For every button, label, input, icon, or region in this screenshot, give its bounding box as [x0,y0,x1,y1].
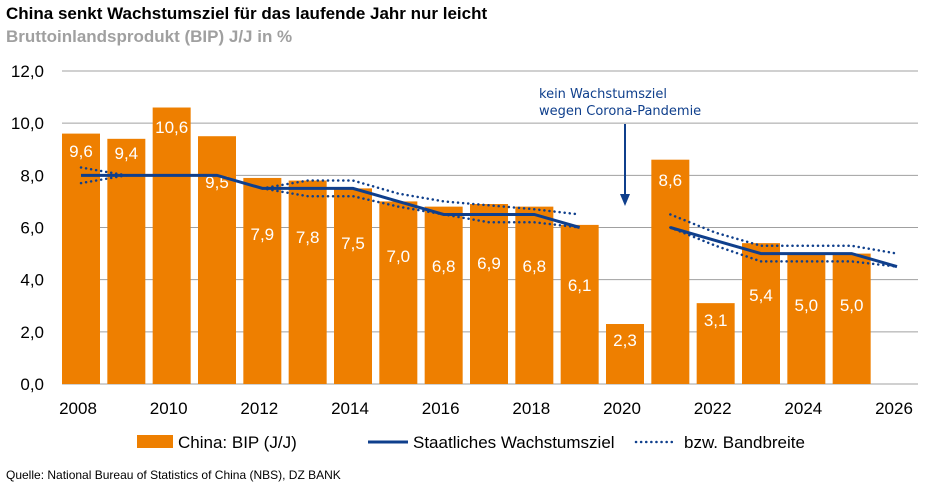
y-tick-label: 0,0 [20,375,44,394]
source-note: Quelle: National Bureau of Statistics of… [6,468,341,482]
x-tick-label: 2022 [694,399,732,418]
bar-data-label: 2,3 [613,331,637,350]
chart-subtitle: Bruttoinlandsprodukt (BIP) J/J in % [6,27,293,46]
bar [832,253,871,384]
bar [651,159,690,384]
x-tick-label: 2016 [422,399,460,418]
legend-label: China: BIP (J/J) [178,433,297,452]
bar-data-label: 6,9 [477,254,501,273]
chart-title: China senkt Wachstumsziel für das laufen… [6,4,488,23]
bar-data-label: 7,8 [296,228,320,247]
bar [606,324,644,384]
bar [787,253,826,384]
bar [515,206,554,384]
band-lower-line [79,174,899,268]
x-tick-label: 2008 [59,399,97,418]
y-tick-label: 6,0 [20,219,44,238]
target-line [81,173,898,269]
bar-data-label: 10,6 [155,118,188,137]
x-tick-label: 2026 [875,399,913,418]
y-tick-label: 8,0 [20,166,44,185]
bar-data-label: 9,4 [115,144,139,163]
bar-data-label: 8,6 [659,171,683,190]
bar [288,180,327,384]
bar [107,138,146,384]
y-tick-label: 10,0 [11,114,44,133]
bar [470,204,508,384]
bar [152,107,191,385]
x-tick-label: 2012 [240,399,278,418]
bar-data-label: 9,6 [69,142,93,161]
bar [560,224,599,384]
legend-label: Staatliches Wachstumsziel [413,433,615,452]
y-tick-label: 4,0 [20,271,44,290]
bar-data-label: 7,9 [251,225,275,244]
annotation-text: kein Wachstumsziel [539,87,667,102]
x-tick-label: 2018 [512,399,550,418]
arrow-head-icon [620,194,630,206]
bar-data-label: 5,0 [840,296,864,315]
bar-data-label: 7,5 [341,234,365,253]
x-tick-label: 2024 [784,399,822,418]
annotation-text: wegen Corona-Pandemie [539,104,701,119]
bar [424,206,463,384]
bar-data-label: 5,0 [795,296,819,315]
bar-data-label: 6,8 [523,257,547,276]
x-tick-label: 2014 [331,399,369,418]
bar [62,133,100,384]
bar-data-label: 6,8 [432,257,456,276]
x-tick-label: 2020 [603,399,641,418]
bar-data-label: 7,0 [387,247,411,266]
legend-label: bzw. Bandbreite [684,433,805,452]
bar [379,201,418,384]
y-tick-label: 2,0 [20,323,44,342]
bar [742,243,780,384]
legend-swatch-bar [137,435,173,448]
x-tick-label: 2010 [150,399,188,418]
y-tick-label: 12,0 [11,62,44,81]
bar-data-label: 3,1 [704,311,728,330]
bar [334,188,372,384]
bar-data-label: 5,4 [749,286,773,305]
band-upper-line [79,166,899,255]
bar-data-label: 6,1 [568,276,592,295]
bar [696,303,735,384]
bar [243,177,282,384]
